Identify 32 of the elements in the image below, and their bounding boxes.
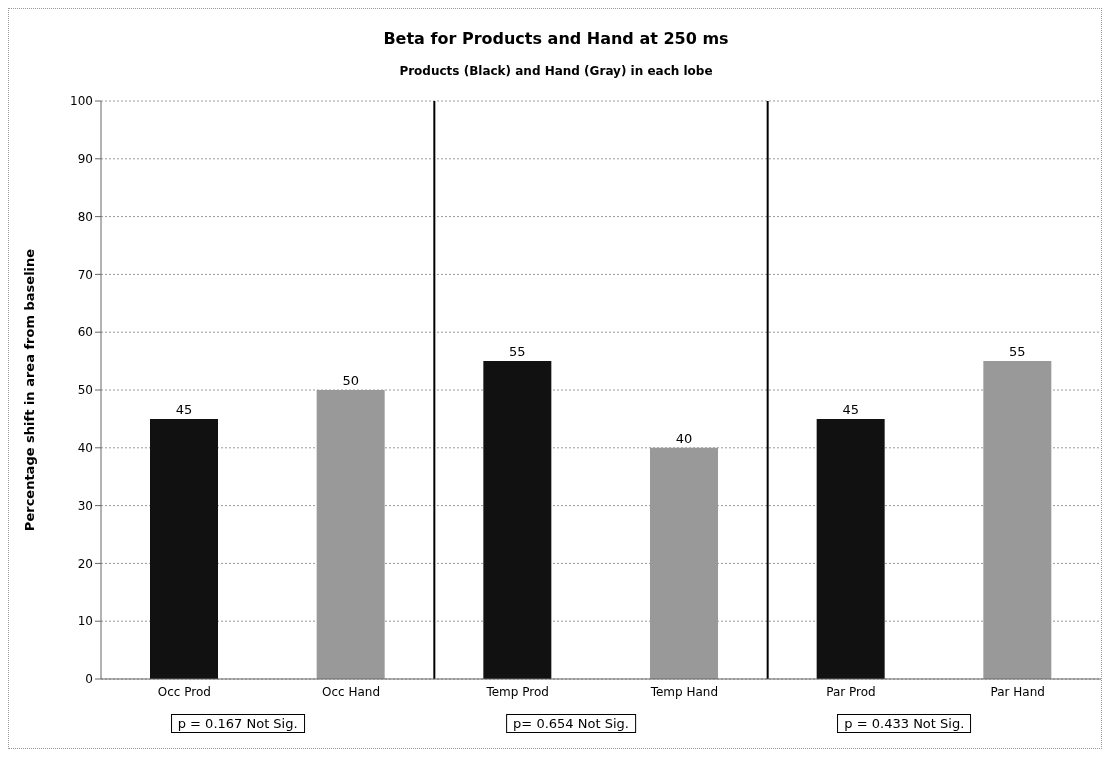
y-tick-label: 20 (77, 556, 93, 571)
y-axis-title: Percentage shift in area from baseline (21, 248, 37, 532)
data-label: 55 (1009, 344, 1026, 360)
data-label: 50 (342, 373, 359, 388)
y-tick-label: 60 (77, 325, 93, 340)
data-label: 55 (509, 344, 526, 360)
y-tick-label: 100 (70, 94, 93, 109)
chart-subtitle: Products (Black) and Hand (Gray) in each lobe (398, 64, 714, 78)
text: p = 0.167 Not Sig. (170, 714, 305, 733)
y-tick-label: 70 (77, 267, 93, 282)
y-tick-label: 90 (77, 152, 93, 167)
text: p= 0.654 Not Sig. (506, 714, 636, 733)
bar (483, 361, 552, 679)
bar (816, 418, 885, 679)
chart-title: Beta for Products and Hand at 250 ms (382, 29, 730, 48)
x-tick-label: Temp Hand (649, 684, 719, 699)
text: p = 0.433 Not Sig. (837, 714, 972, 733)
data-label: 45 (175, 401, 193, 417)
y-tick-label: 10 (77, 614, 93, 629)
data-label: 40 (675, 430, 693, 446)
y-tick-label: 30 (77, 498, 93, 513)
y-tick-label: 0 (85, 672, 93, 687)
data-label: 45 (842, 401, 859, 417)
x-tick-label: Occ Hand (321, 684, 381, 699)
x-tick-label: Par Prod (826, 684, 876, 699)
x-tick-label: Par Hand (990, 684, 1045, 699)
x-tick-label: Temp Prod (485, 684, 549, 699)
y-tick-label: 40 (77, 441, 93, 456)
y-tick-label: 50 (77, 383, 93, 398)
y-tick-label: 80 (77, 209, 93, 224)
x-tick-label: Occ Prod (157, 684, 211, 699)
bar (150, 418, 218, 679)
